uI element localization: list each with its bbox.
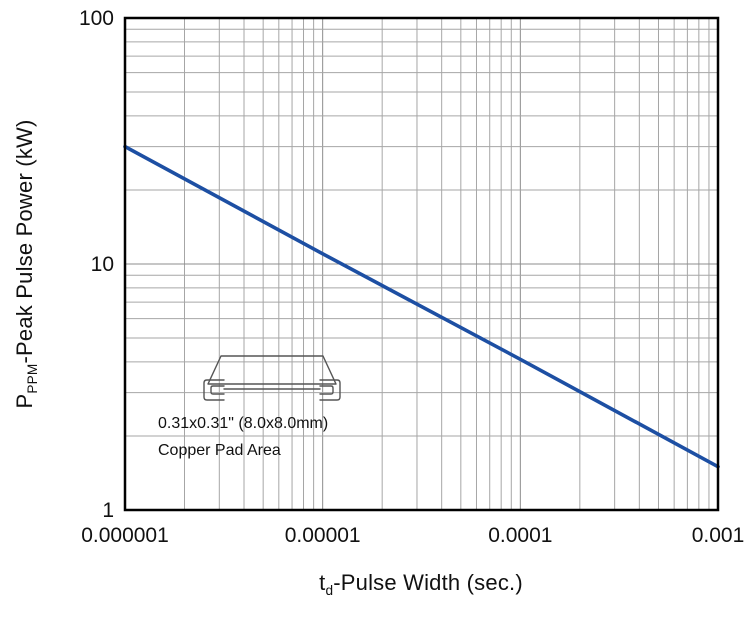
y-axis-title-text: -Peak Pulse Power (kW) bbox=[11, 119, 37, 364]
pad-area-text: Copper Pad Area bbox=[158, 442, 281, 459]
x-tick-label: 0.0001 bbox=[488, 524, 552, 547]
x-axis-title-text: -Pulse Width (sec.) bbox=[333, 569, 523, 595]
y-tick-label: 1 bbox=[102, 499, 114, 522]
x-tick-label: 0.00001 bbox=[285, 524, 361, 547]
y-axis-title-subscript: PPM bbox=[25, 363, 41, 394]
x-tick-label: 0.000001 bbox=[81, 524, 169, 547]
pad-size-text: 0.31x0.31" (8.0x8.0mm) bbox=[158, 415, 329, 432]
x-axis-title-subscript: d bbox=[325, 583, 334, 599]
x-axis-title: td-Pulse Width (sec.) bbox=[319, 570, 523, 598]
x-axis-title-symbol: t bbox=[319, 569, 326, 595]
pad-area-annotation: 0.31x0.31" (8.0x8.0mm) Copper Pad Area bbox=[158, 350, 346, 460]
x-tick-label: 0.001 bbox=[692, 524, 745, 547]
y-axis-title: PPPM-Peak Pulse Power (kW) bbox=[12, 119, 40, 408]
y-tick-label: 10 bbox=[91, 253, 114, 276]
y-tick-label: 100 bbox=[79, 7, 114, 30]
y-axis-title-symbol: P bbox=[11, 393, 37, 409]
package-outline-icon bbox=[203, 355, 341, 401]
